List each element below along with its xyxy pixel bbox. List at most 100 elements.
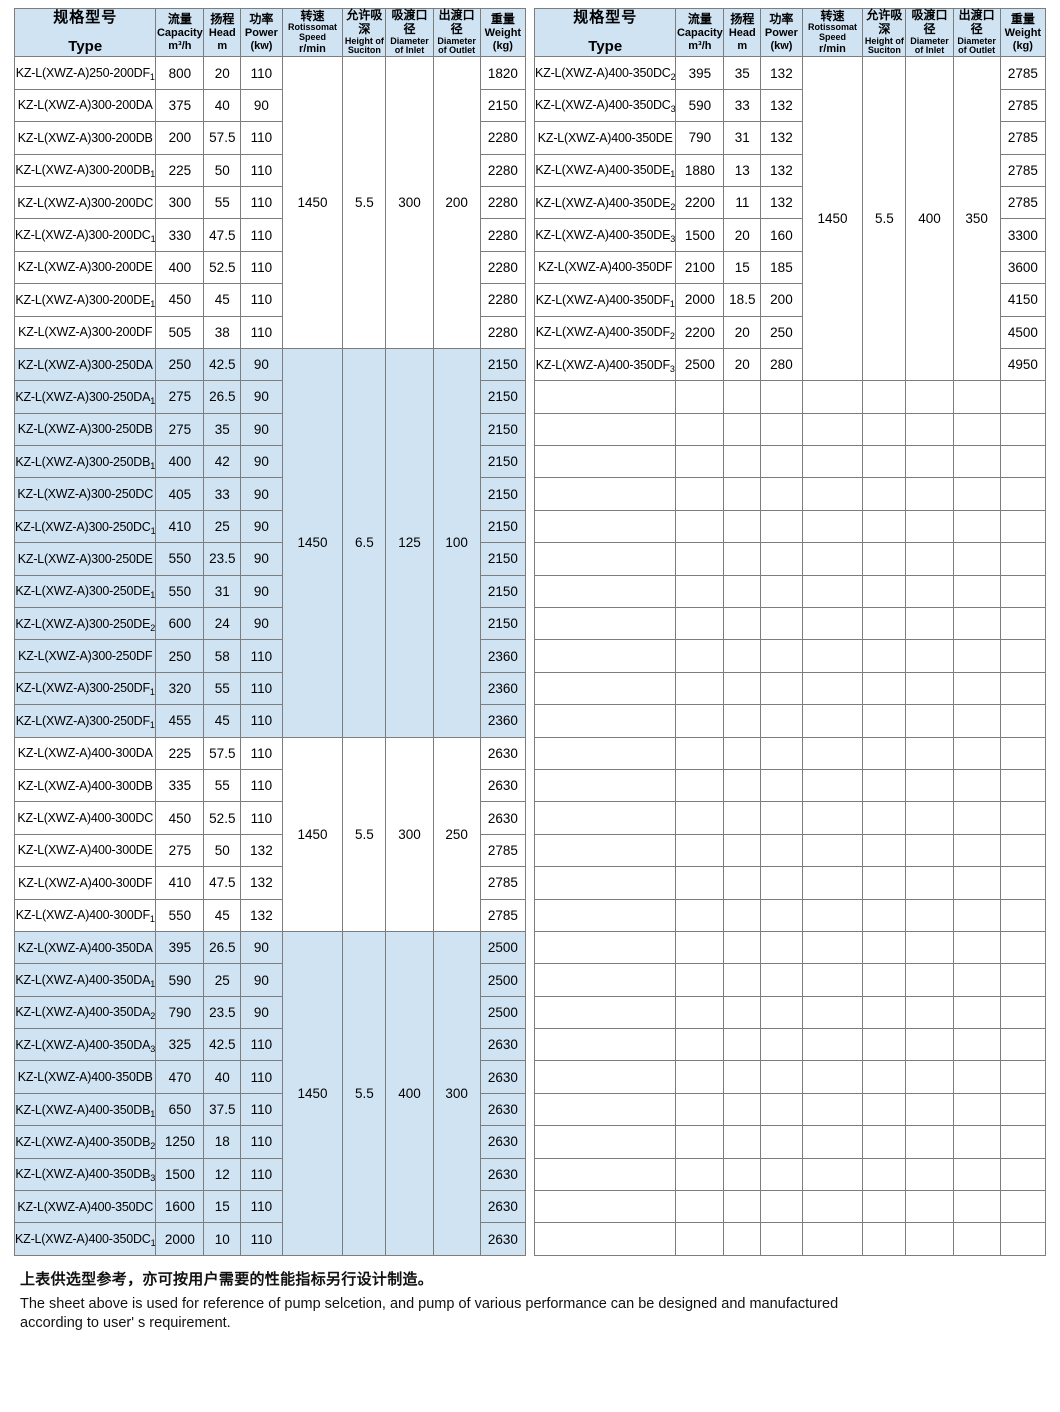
cell-power: 132 (760, 121, 803, 155)
header-outlet-diameter: 出渡口径 Diameter of Outlet (432, 7, 481, 58)
header-capacity: 流量 Capacity m³/h (675, 7, 725, 58)
cell-empty (999, 1028, 1047, 1062)
cell-weight: 2630 (479, 1125, 527, 1159)
cell-head: 18.5 (723, 283, 762, 317)
cell-empty (801, 704, 864, 738)
cell-weight: 2150 (479, 477, 527, 511)
cell-empty (533, 736, 677, 770)
cell-empty (675, 380, 725, 414)
cell-power: 132 (760, 153, 803, 187)
cell-empty (675, 1092, 725, 1127)
cell-head: 26.5 (203, 380, 242, 414)
cell-capacity: 2200 (675, 185, 725, 220)
cell-empty (801, 412, 864, 447)
table-row: KZ-L(XWZ-A)400-350DE1 1880 13 132 2785 (533, 153, 1047, 187)
cell-weight: 2630 (479, 801, 527, 835)
cell-empty (533, 704, 677, 738)
cell-power: 160 (760, 218, 803, 252)
cell-empty (905, 509, 954, 544)
cell-empty (905, 1222, 954, 1256)
cell-type: KZ-L(XWZ-A)300-200DB1 (13, 153, 157, 187)
cell-empty (760, 866, 803, 900)
cell-head: 26.5 (203, 930, 242, 965)
footer-note-en-line1: The sheet above is used for reference of… (20, 1295, 839, 1312)
cell-empty (952, 607, 1001, 641)
cell-empty (801, 607, 864, 641)
cell-power: 110 (240, 153, 283, 187)
cell-weight: 2785 (999, 56, 1047, 90)
cell-weight: 4150 (999, 283, 1047, 317)
cell-head: 42.5 (203, 1028, 242, 1062)
cell-empty (723, 639, 762, 673)
cell-empty (905, 607, 954, 641)
cell-type: KZ-L(XWZ-A)300-200DC1 (13, 218, 157, 252)
cell-head: 12 (203, 1157, 242, 1192)
cell-empty (533, 639, 677, 673)
table-row: KZ-L(XWZ-A)400-350DB 470 40 110 2630 (13, 1060, 527, 1094)
cell-power: 250 (760, 315, 803, 349)
cell-speed: 1450 (281, 56, 344, 349)
cell-inlet-diameter: 400 (905, 56, 954, 382)
cell-weight: 2150 (479, 412, 527, 447)
cell-power: 90 (240, 574, 283, 609)
cell-empty (723, 1092, 762, 1127)
cell-type: KZ-L(XWZ-A)300-200DE1 (13, 283, 157, 317)
cell-weight: 1820 (479, 56, 527, 90)
cell-capacity: 2000 (675, 283, 725, 317)
table-row: KZ-L(XWZ-A)400-350DF1 2000 18.5 200 4150 (533, 283, 1047, 317)
cell-type: KZ-L(XWZ-A)400-350DE (533, 121, 677, 155)
cell-capacity: 590 (155, 963, 205, 997)
table-row: KZ-L(XWZ-A)400-350DE2 2200 11 132 2785 (533, 185, 1047, 220)
header-type: 规格型号 Type (13, 7, 157, 58)
cell-weight: 2630 (479, 768, 527, 803)
cell-empty (723, 866, 762, 900)
cell-capacity: 455 (155, 704, 205, 738)
cell-empty (533, 477, 677, 511)
cell-capacity: 320 (155, 671, 205, 706)
cell-weight: 2280 (479, 250, 527, 285)
cell-empty (999, 1222, 1047, 1256)
cell-empty (952, 542, 1001, 576)
cell-head: 57.5 (203, 121, 242, 155)
cell-type: KZ-L(XWZ-A)400-350DB2 (13, 1125, 157, 1159)
table-row: KZ-L(XWZ-A)300-250DB 275 35 90 2150 (13, 412, 527, 447)
cell-empty (952, 866, 1001, 900)
header-outlet-diameter: 出渡口径 Diameter of Outlet (952, 7, 1001, 58)
cell-power: 90 (240, 445, 283, 479)
cell-power: 110 (240, 250, 283, 285)
cell-capacity: 2100 (675, 250, 725, 285)
table-row: KZ-L(XWZ-A)300-250DB1 400 42 90 2150 (13, 445, 527, 479)
header-speed: 转速 Rotissomat Speed r/min (281, 7, 344, 58)
cell-empty (952, 412, 1001, 447)
cell-empty (999, 380, 1047, 414)
cell-empty (999, 768, 1047, 803)
cell-capacity: 550 (155, 542, 205, 576)
cell-empty (760, 833, 803, 868)
cell-weight: 2280 (479, 121, 527, 155)
cell-empty (952, 639, 1001, 673)
table-row: KZ-L(XWZ-A)400-350DC2 395 35 132 1450 5.5 400 3… (533, 56, 1047, 382)
cell-capacity: 275 (155, 833, 205, 868)
cell-power: 110 (240, 704, 283, 738)
cell-weight: 2630 (479, 1028, 527, 1062)
cell-empty (723, 1157, 762, 1192)
cell-head: 13 (723, 153, 762, 187)
cell-type: KZ-L(XWZ-A)250-200DF1 (13, 56, 157, 90)
table-row: KZ-L(XWZ-A)400-350DF2 2200 20 250 4500 (533, 315, 1047, 349)
cell-empty (760, 542, 803, 576)
cell-empty (862, 542, 907, 576)
table-row: KZ-L(XWZ-A)300-200DF 505 38 110 2280 (13, 315, 527, 349)
cell-type: KZ-L(XWZ-A)400-350DC1 (13, 1222, 157, 1256)
cell-power: 90 (240, 88, 283, 123)
cell-head: 45 (203, 283, 242, 317)
cell-empty (952, 1157, 1001, 1192)
table-row: KZ-L(XWZ-A)400-300DB 335 55 110 2630 (13, 768, 527, 803)
cell-type: KZ-L(XWZ-A)300-250DE (13, 542, 157, 576)
table-row: KZ-L(XWZ-A)400-350DA3 325 42.5 110 2630 (13, 1028, 527, 1062)
cell-weight: 2150 (479, 574, 527, 609)
cell-empty (952, 1092, 1001, 1127)
cell-empty (723, 801, 762, 835)
table-row: KZ-L(XWZ-A)300-250DE1 550 31 90 2150 (13, 574, 527, 609)
cell-power: 132 (760, 185, 803, 220)
table-row: KZ-L(XWZ-A)300-250DC1 410 25 90 2150 (13, 509, 527, 544)
